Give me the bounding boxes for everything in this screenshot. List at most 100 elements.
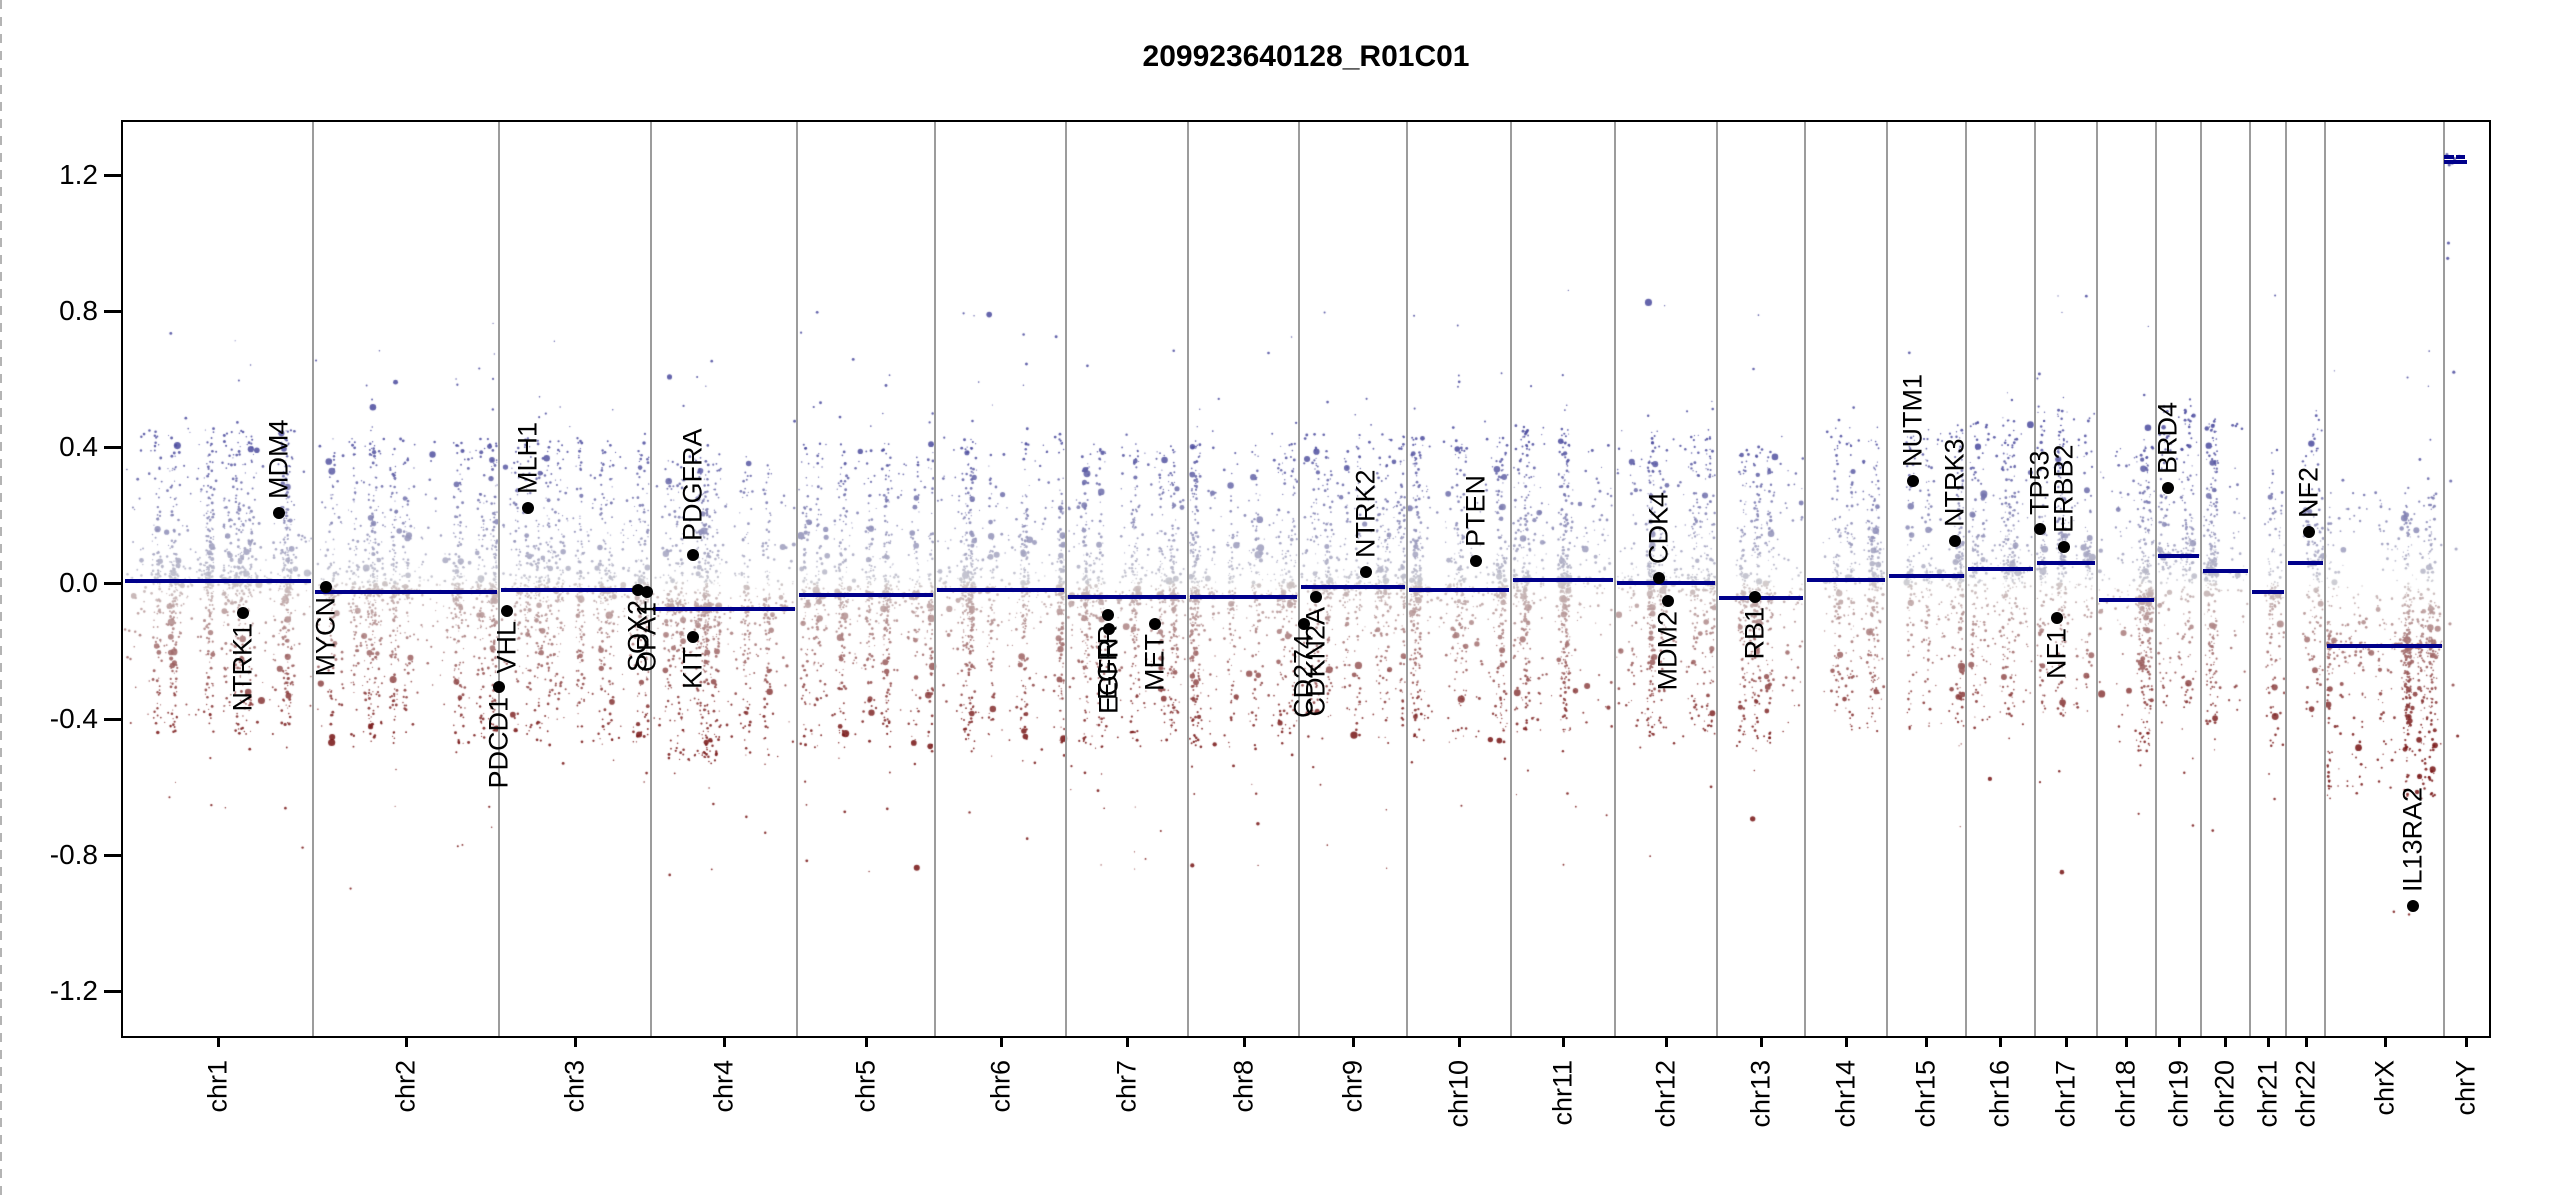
segment-chr10 xyxy=(1409,587,1510,592)
x-tick-label-chr2: chr2 xyxy=(390,1060,421,1113)
x-tick-mark xyxy=(217,1038,221,1047)
chromosome-separator xyxy=(2285,122,2288,1036)
segment-chr22 xyxy=(2288,560,2324,565)
gene-marker-NF1 xyxy=(2051,612,2064,625)
chromosome-separator xyxy=(1716,122,1719,1036)
gene-marker-CD274 xyxy=(1297,617,1310,630)
segment-chrY xyxy=(2443,154,2454,159)
x-tick-label-chr21: chr21 xyxy=(2252,1060,2283,1128)
gene-marker-EGFR xyxy=(1102,622,1115,635)
gene-marker-PDGFRA xyxy=(686,549,699,562)
segment-chr21 xyxy=(2251,589,2285,594)
chromosome-separator xyxy=(498,122,501,1036)
segment-chr5 xyxy=(798,592,934,597)
gene-marker-ERBB2 xyxy=(2057,540,2070,553)
x-tick-label-chr18: chr18 xyxy=(2110,1060,2141,1128)
gene-label-RB1: RB1 xyxy=(1739,606,1770,660)
segment-chr18 xyxy=(2098,598,2155,602)
gene-label-NTRK1: NTRK1 xyxy=(227,622,258,712)
x-tick-mark xyxy=(2224,1038,2228,1047)
gene-label-OPA1: OPA1 xyxy=(631,602,662,673)
x-tick-label-chr9: chr9 xyxy=(1337,1060,1368,1113)
gene-label-MDM4: MDM4 xyxy=(263,419,294,499)
gene-marker-NTRK2 xyxy=(1360,566,1373,579)
gene-marker-NTRK1 xyxy=(236,606,249,619)
segment-chr19 xyxy=(2158,553,2200,558)
gene-marker-RB1 xyxy=(1748,590,1761,603)
x-tick-mark xyxy=(2125,1038,2129,1047)
segment-chr6 xyxy=(937,587,1065,592)
gene-label-NTRK3: NTRK3 xyxy=(1939,438,1970,527)
x-tick-mark xyxy=(1999,1038,2003,1047)
gene-marker-MDM4 xyxy=(273,506,286,519)
y-tick-label: 0.4 xyxy=(59,431,98,462)
gene-marker-MYCN xyxy=(319,581,332,594)
x-tick-label-chr6: chr6 xyxy=(985,1060,1016,1113)
gene-marker-MDM2 xyxy=(1661,595,1674,608)
gene-label-IL13RA2: IL13RA2 xyxy=(2397,786,2428,892)
chromosome-separator xyxy=(2324,122,2327,1036)
x-tick-mark xyxy=(2266,1038,2270,1047)
chromosome-separator xyxy=(1885,122,1888,1036)
x-tick-mark xyxy=(2465,1038,2469,1047)
x-tick-label-chr22: chr22 xyxy=(2290,1060,2321,1128)
gene-label-NUTM1: NUTM1 xyxy=(1897,374,1928,467)
gene-marker-CDK4 xyxy=(1653,571,1666,584)
segment-chr9 xyxy=(1301,585,1406,590)
gene-label-MLH1: MLH1 xyxy=(512,421,543,494)
chromosome-separator xyxy=(1804,122,1807,1036)
x-tick-label-chr8: chr8 xyxy=(1228,1060,1259,1113)
x-tick-mark xyxy=(1352,1038,1356,1047)
y-tick-mark xyxy=(104,310,121,313)
plot-border xyxy=(121,120,2491,1038)
segment-chr13 xyxy=(1719,596,1804,601)
segment-chrY-1 xyxy=(2456,154,2465,159)
x-tick-mark xyxy=(1458,1038,1462,1047)
x-tick-label-chr15: chr15 xyxy=(1910,1060,1941,1128)
gene-label-ERBB2: ERBB2 xyxy=(2048,444,2079,533)
gene-marker-NF2 xyxy=(2303,526,2316,538)
gene-marker-SOX2 xyxy=(632,584,645,597)
gene-label-KIT: KIT xyxy=(677,646,708,689)
chromosome-separator xyxy=(2155,122,2158,1036)
segment-chr8 xyxy=(1189,594,1298,599)
gene-label-EGFR: EGFR xyxy=(1093,638,1124,714)
x-tick-mark xyxy=(1664,1038,1668,1047)
x-tick-label-chr17: chr17 xyxy=(2050,1060,2081,1128)
chromosome-separator xyxy=(1510,122,1513,1036)
gene-marker-PDCD1 xyxy=(492,681,505,694)
chromosome-separator xyxy=(649,122,652,1036)
x-tick-mark xyxy=(2064,1038,2068,1047)
x-tick-mark xyxy=(1562,1038,1566,1047)
y-tick-label: -0.8 xyxy=(49,839,98,870)
y-tick-label: 0.0 xyxy=(59,567,98,598)
x-tick-mark xyxy=(1126,1038,1129,1047)
x-tick-label-chr5: chr5 xyxy=(850,1060,881,1113)
y-tick-mark xyxy=(104,718,121,721)
x-tick-mark xyxy=(722,1038,726,1047)
gene-label-BRD4: BRD4 xyxy=(2152,402,2183,475)
gene-marker-BRD4 xyxy=(2161,482,2174,495)
gene-marker-VHL xyxy=(501,604,514,617)
gene-label-NF2: NF2 xyxy=(2293,466,2324,518)
gene-marker-MLH1 xyxy=(521,501,534,514)
gene-label-NF1: NF1 xyxy=(2041,628,2072,680)
chromosome-separator xyxy=(2442,122,2445,1036)
x-tick-label-chr4: chr4 xyxy=(708,1060,739,1113)
segment-chr7 xyxy=(1068,594,1186,599)
chromosome-separator xyxy=(1613,122,1616,1036)
x-tick-label-chrY: chrY xyxy=(2450,1060,2481,1116)
x-tick-mark xyxy=(405,1038,409,1047)
x-tick-mark xyxy=(574,1038,578,1047)
x-tick-mark xyxy=(1242,1038,1246,1047)
segment-chr16 xyxy=(1967,567,2033,572)
gene-marker-PTEN xyxy=(1469,554,1482,567)
x-tick-label-chr20: chr20 xyxy=(2209,1060,2240,1128)
chromosome-separator xyxy=(2095,122,2098,1036)
gene-marker-MET xyxy=(1149,618,1162,631)
x-tick-mark xyxy=(1845,1038,1849,1047)
segment-chr17 xyxy=(2036,560,2095,565)
segment-chr3 xyxy=(501,587,649,592)
